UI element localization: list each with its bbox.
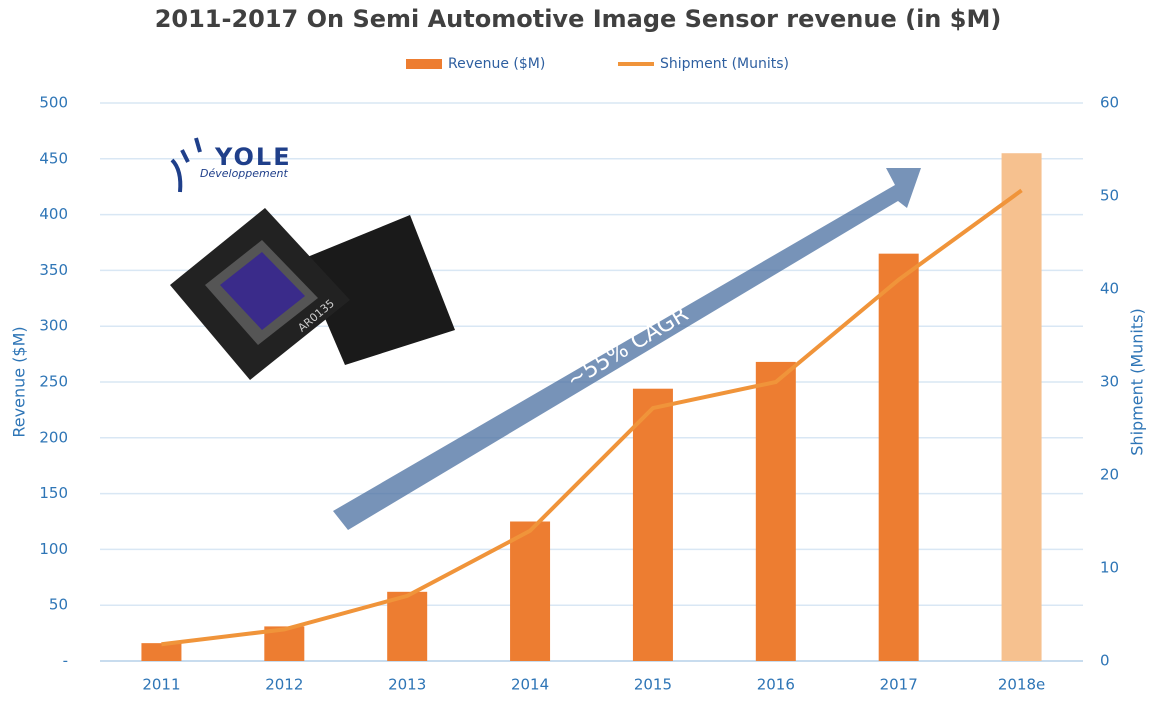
y2-axis-label: Shipment (Munits) — [1128, 308, 1147, 455]
cagr-arrow — [333, 168, 921, 530]
chart-title: 2011-2017 On Semi Automotive Image Senso… — [155, 5, 1002, 33]
plot: - 50 100 150 200 250 300 350 400 450 500 0 10 20 30 40 5… — [39, 94, 1119, 694]
x-tick-label: 2011 — [142, 676, 180, 694]
logo: YOLE Développement — [170, 137, 292, 193]
y2-tick-label: 30 — [1100, 373, 1119, 391]
y-tick-label: 400 — [39, 205, 68, 223]
x-tick-label: 2015 — [634, 676, 672, 694]
y-tick-label: 50 — [49, 596, 68, 614]
chip-image: AR0135 — [170, 208, 455, 380]
y2-tick-label: 50 — [1100, 187, 1119, 205]
x-tick-label: 2013 — [388, 676, 426, 694]
x-tick-label: 2014 — [511, 676, 549, 694]
y2-tick-label: 10 — [1100, 559, 1119, 577]
y-tick-label: 300 — [39, 317, 68, 335]
logo-name: YOLE — [214, 143, 292, 171]
x-tick-label: 2018e — [998, 676, 1045, 694]
y2-tick-label: 0 — [1100, 652, 1110, 670]
legend-label: Revenue ($M) — [448, 56, 545, 72]
bar — [141, 643, 182, 661]
bar — [387, 591, 428, 661]
bar — [632, 388, 673, 661]
bar — [755, 361, 796, 661]
logo-subtitle: Développement — [200, 167, 288, 180]
y-tick-label: 500 — [39, 94, 68, 112]
y2-tick-label: 20 — [1100, 466, 1119, 484]
y-tick-label: 100 — [39, 540, 68, 558]
x-tick-label: 2016 — [757, 676, 795, 694]
x-tick-label: 2017 — [880, 676, 918, 694]
x-tick-label: 2012 — [265, 676, 303, 694]
bar — [1001, 153, 1042, 661]
y-tick-label: 350 — [39, 261, 68, 279]
y-tick-label: 150 — [39, 484, 68, 502]
y-axis-label: Revenue ($M) — [10, 326, 29, 437]
y-tick-label: 250 — [39, 373, 68, 391]
annotation: ~55% CAGR — [563, 302, 693, 394]
logo-mark — [170, 137, 202, 193]
y-tick-label: 450 — [39, 149, 68, 167]
y-tick-label: 200 — [39, 428, 68, 446]
bar — [878, 253, 919, 661]
legend-swatch — [406, 59, 442, 69]
y2-tick-label: 60 — [1100, 94, 1119, 112]
y2-tick-label: 40 — [1100, 280, 1119, 298]
bar — [510, 521, 551, 661]
legend-label: Shipment (Munits) — [660, 56, 789, 72]
line — [161, 188, 1023, 647]
y-tick-label: - — [63, 652, 68, 670]
